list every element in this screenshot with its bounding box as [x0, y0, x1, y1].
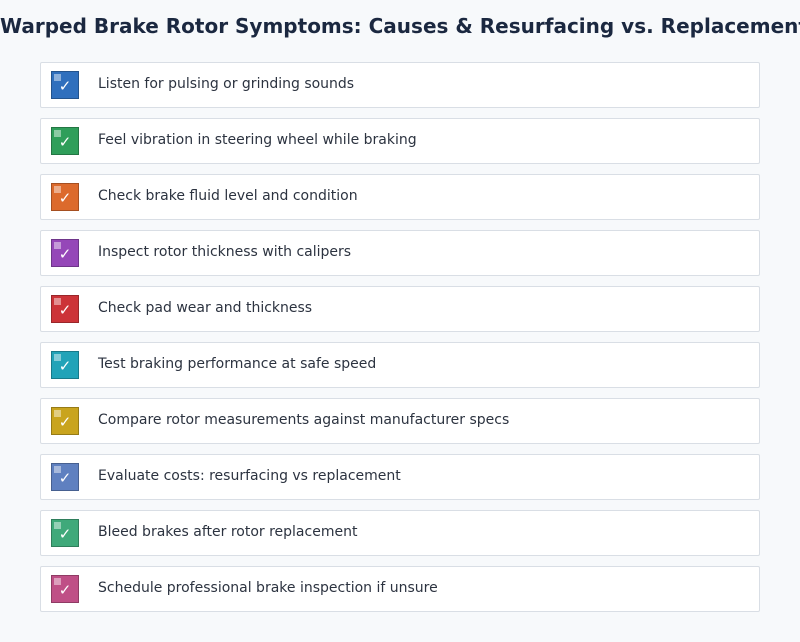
checkbox[interactable]: ✓	[51, 575, 79, 603]
checklist-item[interactable]: ✓ Schedule professional brake inspection …	[40, 566, 760, 612]
checklist-item[interactable]: ✓ Check brake fluid level and condition	[40, 174, 760, 220]
checklist-item[interactable]: ✓ Evaluate costs: resurfacing vs replacem…	[40, 454, 760, 500]
checkmark-icon: ✓	[58, 245, 72, 263]
checkmark-icon: ✓	[58, 301, 72, 319]
checkmark-icon: ✓	[58, 525, 72, 543]
checklist-item[interactable]: ✓ Listen for pulsing or grinding sounds	[40, 62, 760, 108]
checkmark-icon: ✓	[58, 77, 72, 95]
checkbox[interactable]: ✓	[51, 519, 79, 547]
checkbox-highlight	[54, 298, 61, 305]
checklist-item-label: Schedule professional brake inspection i…	[98, 580, 438, 596]
checklist: ✓ Listen for pulsing or grinding sounds ✓ F…	[40, 62, 760, 622]
checkmark-icon: ✓	[58, 469, 72, 487]
checklist-item-label: Feel vibration in steering wheel while b…	[98, 132, 417, 148]
checklist-item[interactable]: ✓ Compare rotor measurements against manu…	[40, 398, 760, 444]
checkbox-highlight	[54, 354, 61, 361]
checkbox-highlight	[54, 130, 61, 137]
checkmark-icon: ✓	[58, 581, 72, 599]
checkbox[interactable]: ✓	[51, 127, 79, 155]
checklist-item-label: Check pad wear and thickness	[98, 300, 313, 316]
checklist-item[interactable]: ✓ Inspect rotor thickness with calipers	[40, 230, 760, 276]
checklist-item[interactable]: ✓ Feel vibration in steering wheel while …	[40, 118, 760, 164]
checkbox-highlight	[54, 410, 61, 417]
checkmark-icon: ✓	[58, 189, 72, 207]
checkbox-highlight	[54, 74, 61, 81]
checklist-item[interactable]: ✓ Bleed brakes after rotor replacement	[40, 510, 760, 556]
checkbox[interactable]: ✓	[51, 71, 79, 99]
checklist-item-label: Test braking performance at safe speed	[98, 356, 377, 372]
checkbox[interactable]: ✓	[51, 407, 79, 435]
checkbox-highlight	[54, 242, 61, 249]
checkbox-highlight	[54, 522, 61, 529]
checklist-item-label: Inspect rotor thickness with calipers	[98, 244, 352, 260]
checkmark-icon: ✓	[58, 133, 72, 151]
checkbox[interactable]: ✓	[51, 183, 79, 211]
checkbox-highlight	[54, 466, 61, 473]
checklist-item[interactable]: ✓ Test braking performance at safe speed	[40, 342, 760, 388]
checklist-item-label: Bleed brakes after rotor replacement	[98, 524, 358, 540]
checklist-item-label: Compare rotor measurements against manuf…	[98, 412, 510, 428]
checkbox[interactable]: ✓	[51, 351, 79, 379]
checkmark-icon: ✓	[58, 357, 72, 375]
checklist-item-label: Listen for pulsing or grinding sounds	[98, 76, 355, 92]
checkbox-highlight	[54, 578, 61, 585]
checkmark-icon: ✓	[58, 413, 72, 431]
checkbox[interactable]: ✓	[51, 239, 79, 267]
page-title: Warped Brake Rotor Symptoms: Causes & Re…	[0, 14, 800, 38]
checkbox-highlight	[54, 186, 61, 193]
checklist-item[interactable]: ✓ Check pad wear and thickness	[40, 286, 760, 332]
checklist-item-label: Evaluate costs: resurfacing vs replaceme…	[98, 468, 401, 484]
checkbox[interactable]: ✓	[51, 463, 79, 491]
checklist-item-label: Check brake fluid level and condition	[98, 188, 358, 204]
checkbox[interactable]: ✓	[51, 295, 79, 323]
